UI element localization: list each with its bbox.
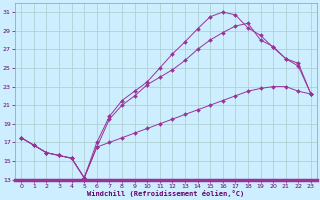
X-axis label: Windchill (Refroidissement éolien,°C): Windchill (Refroidissement éolien,°C) <box>87 190 245 197</box>
